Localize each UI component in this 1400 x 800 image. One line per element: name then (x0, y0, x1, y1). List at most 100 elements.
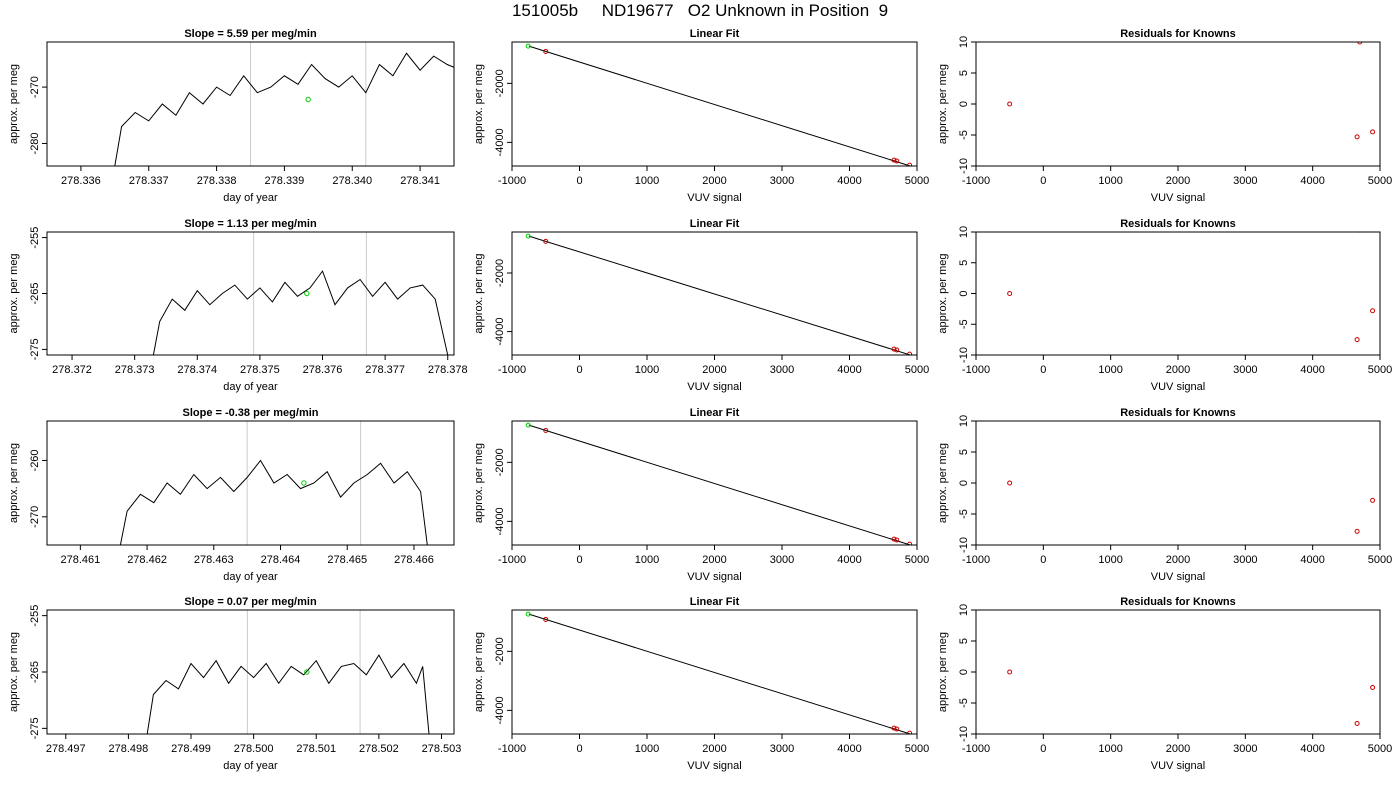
y-tick-label: 10 (958, 36, 970, 48)
fit-line (528, 613, 911, 734)
x-tick-label: 278.466 (394, 554, 434, 566)
x-tick-label: 278.339 (265, 175, 305, 187)
plot-content (119, 421, 428, 545)
data-point (891, 157, 897, 163)
y-tick-label: 10 (958, 226, 970, 238)
x-tick-label: 278.336 (61, 175, 101, 187)
chart-panel: Linear Fit -1000 0 1000 2000 3000 4000 5000 -200… (473, 596, 929, 772)
x-tick-label: 278.499 (171, 743, 211, 755)
x-tick-label: 2000 (1166, 175, 1190, 187)
x-tick-label: 278.497 (46, 743, 86, 755)
x-tick-label: 278.375 (240, 364, 280, 376)
x-tick-label: 4000 (1300, 364, 1324, 376)
x-tick-label: 278.498 (109, 743, 149, 755)
y-tick-label: 5 (958, 70, 970, 76)
y-tick-label: 0 (958, 480, 970, 486)
x-tick-label: -1000 (962, 554, 990, 566)
x-tick-label: -1000 (498, 175, 526, 187)
x-tick-label: 5000 (1368, 364, 1392, 376)
chart-title: Residuals for Knowns (1120, 28, 1236, 40)
chart-panel: Slope = -0.38 per meg/min 278.461 278.462 2… (8, 407, 455, 583)
x-tick-label: 4000 (837, 364, 861, 376)
x-tick-label: 1000 (635, 175, 659, 187)
x-tick-label: 278.377 (365, 364, 405, 376)
data-point (907, 351, 913, 355)
y-axis-label: approx. per meg (473, 443, 485, 523)
x-tick-label: 278.373 (115, 364, 155, 376)
x-axis-label: day of year (223, 192, 278, 204)
x-axis-label: VUV signal (1151, 571, 1205, 583)
data-point (894, 347, 900, 353)
x-tick-label: 2000 (702, 175, 726, 187)
plot-frame (975, 420, 1381, 546)
x-tick-label: 2000 (702, 743, 726, 755)
x-tick-label: 0 (576, 175, 582, 187)
x-tick-label: 278.372 (52, 364, 92, 376)
data-line (119, 459, 428, 545)
data-point (1354, 337, 1360, 343)
plot-content (1007, 669, 1376, 726)
page-title: 151005b ND19677 O2 Unknown in Position 9 (511, 1, 889, 20)
y-axis-label: approx. per meg (8, 443, 20, 523)
data-point (1370, 308, 1376, 314)
data-line (146, 654, 430, 734)
y-tick-label: -5 (958, 698, 970, 708)
data-point (1354, 528, 1360, 534)
y-tick-label: -280 (29, 132, 41, 154)
y-tick-label: -260 (29, 449, 41, 471)
plot-frame (46, 609, 455, 735)
data-point (891, 346, 897, 352)
chart-title: Slope = -0.38 per meg/min (182, 407, 318, 419)
y-axis-label: approx. per meg (8, 632, 20, 712)
data-point (1358, 416, 1362, 420)
chart-panel: Residuals for Knowns -1000 0 1000 2000 3000 40… (937, 28, 1392, 204)
data-point (1370, 685, 1376, 690)
x-tick-label: 5000 (1368, 175, 1392, 187)
data-point (1354, 134, 1360, 140)
x-tick-label: 1000 (1098, 175, 1122, 187)
y-tick-label: 0 (958, 290, 970, 296)
x-axis-label: VUV signal (687, 381, 741, 393)
plot-frame (975, 231, 1381, 356)
y-tick-label: -275 (29, 338, 41, 360)
x-tick-label: 0 (1040, 364, 1046, 376)
plot-content (114, 42, 454, 166)
data-point (907, 162, 913, 166)
x-tick-label: 278.376 (303, 364, 343, 376)
data-point (1354, 720, 1360, 726)
data-point (543, 427, 549, 433)
x-tick-label: 3000 (770, 554, 794, 566)
data-point (525, 233, 531, 239)
y-tick-label: -4000 (494, 318, 506, 346)
chart-panel: Linear Fit -1000 0 1000 2000 3000 4000 5000 -200… (473, 407, 929, 583)
data-point (907, 730, 913, 734)
x-tick-label: 4000 (1300, 743, 1324, 755)
x-tick-label: 278.503 (422, 743, 462, 755)
y-tick-label: -5 (958, 319, 970, 329)
y-axis-label: approx. per meg (937, 253, 949, 333)
chart-panel: Slope = 5.59 per meg/min 278.336 278.337 27… (8, 28, 455, 204)
y-tick-label: 10 (958, 604, 970, 616)
y-tick-label: 0 (958, 101, 970, 107)
x-axis-label: VUV signal (1151, 192, 1205, 204)
x-tick-label: 0 (1040, 743, 1046, 755)
x-tick-label: 2000 (1166, 364, 1190, 376)
y-tick-label: -255 (29, 227, 41, 249)
x-tick-label: 278.461 (60, 554, 100, 566)
y-tick-label: -275 (29, 717, 41, 739)
y-axis-label: approx. per meg (937, 64, 949, 144)
fit-line (528, 424, 911, 545)
data-point (1007, 669, 1013, 675)
data-point (543, 616, 549, 622)
x-tick-label: 0 (1040, 175, 1046, 187)
x-tick-label: 1000 (1098, 554, 1122, 566)
x-axis-label: VUV signal (1151, 760, 1205, 772)
marker-point (301, 480, 307, 486)
data-point (894, 537, 900, 543)
chart-title: Residuals for Knowns (1120, 596, 1236, 608)
x-tick-label: 278.340 (332, 175, 372, 187)
x-tick-label: 278.462 (127, 554, 167, 566)
chart-panel: Residuals for Knowns -1000 0 1000 2000 3000 40… (937, 218, 1392, 393)
x-axis-label: VUV signal (687, 760, 741, 772)
data-point (1007, 101, 1013, 107)
